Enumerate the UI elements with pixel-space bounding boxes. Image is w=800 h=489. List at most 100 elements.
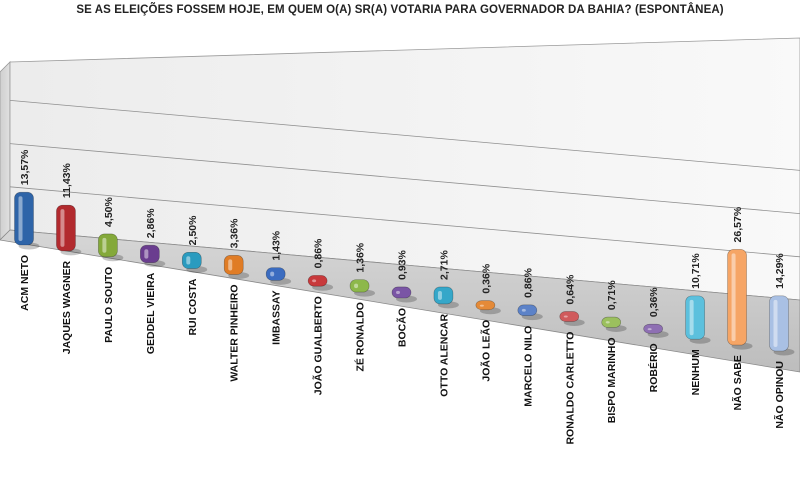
back-wall — [9, 37, 800, 301]
bar-highlight — [479, 304, 484, 307]
gridline — [9, 143, 800, 214]
category-label: WALTER PINHEIRO — [229, 284, 241, 381]
bar-body — [98, 233, 118, 258]
value-label: 0,93% — [397, 249, 409, 279]
value-label: 0,36% — [648, 287, 660, 317]
category-label: NÃO SABE — [731, 355, 744, 410]
bar — [307, 275, 334, 291]
value-label: 1,36% — [355, 242, 367, 272]
chart-title: SE AS ELEIÇÕES FOSSEM HOJE, EM QUEM O(A)… — [76, 4, 724, 16]
category-label: RONALDO CARLETTO — [564, 332, 576, 445]
category-label: NÃO OPINOU — [773, 361, 786, 429]
bar-highlight — [144, 249, 149, 259]
bar-body — [14, 191, 34, 246]
category-label: JOÃO GUALBERTO — [312, 296, 325, 395]
bar-body — [601, 316, 622, 328]
category-label: JOÃO LEÃO — [479, 320, 492, 382]
bar-body — [727, 249, 747, 346]
bar-highlight — [689, 299, 694, 336]
bar — [475, 300, 501, 315]
bar-body — [517, 304, 538, 316]
bar-highlight — [60, 209, 65, 247]
bar-highlight — [354, 283, 359, 289]
bar-body — [769, 295, 789, 352]
bar-body — [391, 286, 412, 299]
category-label: NENHUM — [690, 349, 702, 395]
category-label: BISPO MARINHO — [606, 337, 618, 423]
bar-body — [223, 255, 244, 275]
gridline — [9, 100, 800, 171]
bar-highlight — [773, 299, 778, 347]
value-label: 3,36% — [229, 218, 241, 248]
left-side-wall — [0, 61, 11, 241]
bar-highlight — [102, 237, 107, 253]
bar-highlight — [605, 321, 610, 324]
bar-highlight — [437, 290, 442, 300]
category-label: PAULO SOUTO — [103, 267, 115, 343]
bar-body — [181, 252, 202, 269]
bar — [685, 295, 711, 344]
category-label: OTTO ALENCAR — [438, 313, 450, 396]
value-label: 2,86% — [145, 208, 157, 238]
bar — [98, 233, 124, 262]
category-label: BOCÃO — [396, 308, 409, 347]
bar — [349, 279, 376, 297]
bar-highlight — [270, 271, 275, 277]
value-label: 2,50% — [187, 215, 199, 245]
bar-highlight — [396, 290, 400, 294]
bar-body — [685, 295, 705, 340]
value-label: 2,71% — [438, 250, 450, 280]
bar — [559, 311, 585, 327]
bar-body — [140, 244, 160, 263]
gridline — [9, 186, 800, 258]
bar-highlight — [731, 253, 736, 342]
value-label: 26,57% — [732, 206, 744, 242]
bar — [56, 204, 82, 256]
category-label: ACM NETO — [19, 255, 31, 311]
value-label: 14,29% — [774, 253, 786, 289]
bar — [769, 295, 795, 356]
bar-body — [265, 267, 286, 281]
bar-highlight — [647, 328, 652, 331]
bar-highlight — [563, 315, 568, 318]
bar — [14, 191, 40, 250]
value-labels: 13,57% 11,43% 4,50% 2,86% 2,50% 3,36% 1,43% 0,8… — [19, 149, 786, 317]
value-label: 4,50% — [103, 196, 115, 226]
category-label: ZÉ RONALDO — [354, 302, 367, 371]
value-label: 0,71% — [606, 280, 618, 310]
bar — [140, 244, 166, 268]
value-label: 0,86% — [313, 238, 325, 268]
bar — [265, 267, 292, 285]
bar — [181, 252, 208, 274]
category-label: MARCELO NILO — [522, 326, 534, 407]
value-label: 13,57% — [19, 149, 31, 185]
category-label: ROBÉRIO — [647, 343, 660, 392]
bar — [643, 323, 669, 338]
value-label: 0,64% — [564, 274, 576, 304]
bar-body — [56, 204, 76, 252]
bar — [223, 255, 250, 279]
category-labels: ACM NETO JAQUES WAGNER PAULO SOUTO GEDDEL V… — [19, 255, 786, 445]
category-label: RUI COSTA — [187, 278, 199, 335]
bar-body — [433, 286, 454, 305]
bar-highlight — [312, 279, 317, 283]
category-label: JAQUES WAGNER — [61, 260, 73, 354]
bar-highlight — [186, 256, 191, 265]
bar-body — [349, 279, 370, 293]
bar-highlight — [228, 259, 233, 271]
bar-highlight — [18, 196, 23, 241]
bars — [14, 191, 795, 356]
value-label: 11,43% — [61, 162, 73, 198]
value-label: 10,71% — [690, 253, 702, 289]
gridlines — [9, 100, 800, 258]
bar-body — [643, 323, 663, 334]
value-label: 0,86% — [522, 267, 534, 297]
bar — [517, 304, 543, 321]
bar — [601, 316, 627, 332]
bar — [727, 249, 753, 350]
category-label: IMBASSAY — [271, 290, 283, 344]
bar-body — [307, 275, 328, 287]
category-label: GEDDEL VIEIRA — [145, 272, 157, 354]
value-label: 0,36% — [480, 263, 492, 293]
